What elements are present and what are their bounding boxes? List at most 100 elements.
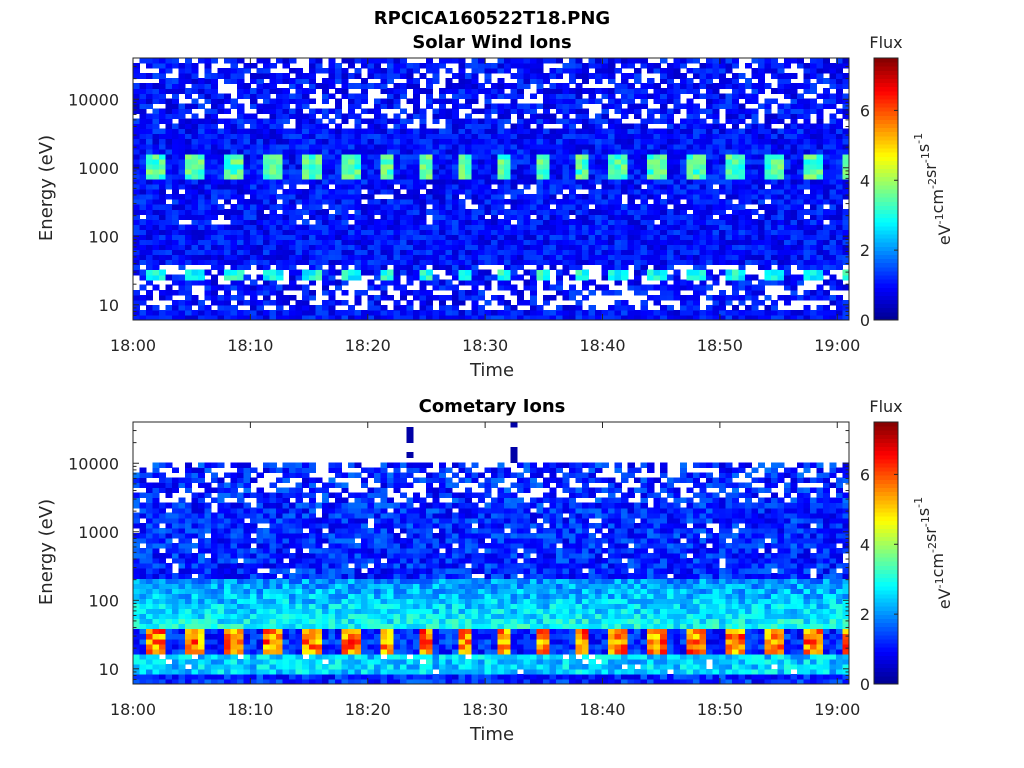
heatmap-cell bbox=[549, 194, 557, 200]
heatmap-cell bbox=[627, 128, 635, 135]
heatmap-cell bbox=[816, 239, 824, 246]
heatmap-cell bbox=[504, 279, 512, 286]
heatmap-cell bbox=[751, 143, 759, 150]
heatmap-cell bbox=[731, 244, 739, 251]
heatmap-cell bbox=[718, 234, 726, 240]
heatmap-cell bbox=[406, 304, 414, 311]
heatmap-cell bbox=[276, 88, 284, 94]
heatmap-cell bbox=[250, 254, 258, 261]
heatmap-cell bbox=[146, 173, 154, 180]
heatmap-cell bbox=[308, 204, 316, 210]
heatmap-cell bbox=[263, 98, 271, 104]
heatmap-cell bbox=[211, 118, 219, 125]
heatmap-cell bbox=[497, 229, 505, 235]
heatmap-cell bbox=[269, 224, 277, 230]
heatmap-cell bbox=[504, 183, 512, 190]
heatmap-cell bbox=[842, 73, 850, 79]
heatmap-cell bbox=[178, 103, 186, 109]
heatmap-cell bbox=[692, 259, 700, 266]
heatmap-cell bbox=[393, 229, 401, 235]
heatmap-cell bbox=[438, 108, 447, 115]
heatmap-cell bbox=[660, 73, 668, 79]
heatmap-cell bbox=[679, 249, 687, 256]
heatmap-cell bbox=[445, 279, 453, 286]
heatmap-cell bbox=[224, 123, 232, 130]
heatmap-cell bbox=[308, 214, 316, 220]
heatmap-cell bbox=[256, 103, 264, 109]
heatmap-cell bbox=[562, 234, 570, 240]
heatmap-cell bbox=[230, 254, 238, 261]
heatmap-cell bbox=[556, 204, 564, 210]
heatmap-cell bbox=[582, 133, 590, 140]
heatmap-cell bbox=[621, 183, 629, 190]
heatmap-cell bbox=[146, 234, 154, 240]
heatmap-cell bbox=[438, 194, 447, 200]
heatmap-cell bbox=[744, 224, 752, 230]
heatmap-cell bbox=[243, 158, 251, 165]
heatmap-cell bbox=[556, 214, 564, 220]
heatmap-cell bbox=[445, 239, 453, 246]
heatmap-cell bbox=[360, 219, 368, 225]
heatmap-cell bbox=[829, 123, 837, 130]
heatmap-cell bbox=[621, 234, 629, 240]
heatmap-cell bbox=[556, 168, 564, 175]
heatmap-cell bbox=[705, 314, 713, 321]
heatmap-cell bbox=[686, 279, 694, 286]
heatmap-cell bbox=[523, 244, 531, 251]
heatmap-cell bbox=[484, 314, 492, 321]
heatmap-cell bbox=[588, 138, 596, 145]
heatmap-cell bbox=[653, 178, 661, 185]
heatmap-cell bbox=[517, 209, 525, 215]
heatmap-cell bbox=[152, 163, 160, 170]
heatmap-cell bbox=[165, 284, 173, 291]
heatmap-cell bbox=[744, 113, 752, 120]
heatmap-cell bbox=[764, 254, 772, 261]
heatmap-cell bbox=[334, 128, 342, 135]
heatmap-cell bbox=[816, 254, 824, 261]
heatmap-cell bbox=[614, 153, 622, 160]
heatmap-cell bbox=[556, 314, 564, 321]
heatmap-cell bbox=[510, 103, 518, 109]
heatmap-cell bbox=[438, 314, 447, 321]
heatmap-cell bbox=[302, 189, 310, 195]
heatmap-cell bbox=[757, 264, 765, 271]
heatmap-cell bbox=[595, 239, 603, 246]
heatmap-cell bbox=[634, 219, 642, 225]
heatmap-cell bbox=[458, 93, 466, 99]
heatmap-cell bbox=[803, 264, 811, 271]
heatmap-cell bbox=[530, 284, 538, 291]
heatmap-cell bbox=[653, 189, 661, 195]
heatmap-cell bbox=[543, 214, 551, 220]
heatmap-cell bbox=[354, 204, 362, 210]
heatmap-cell bbox=[282, 264, 290, 271]
heatmap-cell bbox=[412, 289, 420, 296]
heatmap-cell bbox=[464, 269, 473, 276]
heatmap-cell bbox=[458, 63, 466, 69]
heatmap-cell bbox=[139, 168, 147, 175]
heatmap-cell bbox=[230, 148, 238, 155]
heatmap-cell bbox=[510, 178, 518, 185]
heatmap-cell bbox=[139, 224, 147, 230]
heatmap-cell bbox=[204, 98, 212, 104]
heatmap-cell bbox=[777, 274, 785, 281]
heatmap-cell bbox=[367, 153, 375, 160]
heatmap-cell bbox=[380, 309, 388, 316]
heatmap-cell bbox=[354, 299, 362, 306]
heatmap-cell bbox=[360, 173, 368, 180]
colorbar-step bbox=[874, 238, 898, 243]
heatmap-cell bbox=[211, 168, 219, 175]
heatmap-cell bbox=[250, 168, 258, 175]
heatmap-cell bbox=[380, 113, 388, 120]
heatmap-cell bbox=[178, 168, 186, 175]
heatmap-cell bbox=[399, 148, 407, 155]
heatmap-cell bbox=[393, 143, 401, 150]
heatmap-cell bbox=[302, 168, 310, 175]
heatmap-cell bbox=[770, 63, 778, 69]
heatmap-cell bbox=[295, 68, 303, 74]
heatmap-cell bbox=[451, 199, 460, 205]
heatmap-cell bbox=[406, 199, 414, 205]
heatmap-cell bbox=[575, 178, 583, 185]
heatmap-cell bbox=[471, 219, 479, 225]
heatmap-cell bbox=[172, 133, 180, 140]
heatmap-cell bbox=[276, 289, 284, 296]
